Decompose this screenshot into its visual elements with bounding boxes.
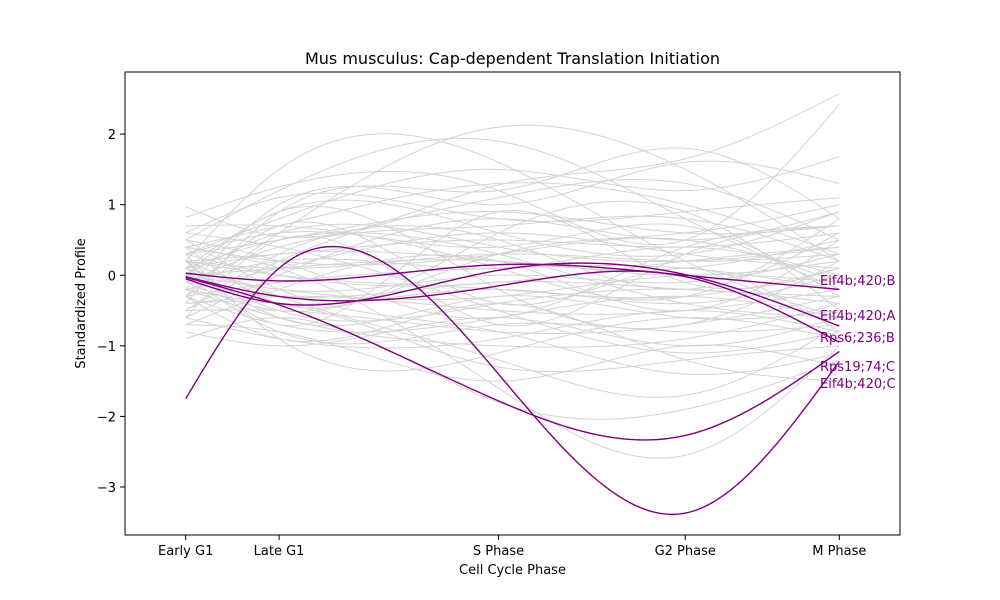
background-series-line <box>185 246 840 459</box>
background-series-line <box>185 147 840 304</box>
background-series-line <box>185 137 840 290</box>
y-tick-label: −1 <box>97 340 116 355</box>
y-tick-label: −3 <box>97 481 116 496</box>
series-label: Rps19;74;C <box>820 360 895 375</box>
background-series-line <box>185 267 840 322</box>
highlight-series-line <box>185 245 840 516</box>
background-series-line <box>185 288 840 348</box>
background-series-line <box>185 232 840 290</box>
background-series-line <box>185 192 840 234</box>
background-series-line <box>185 225 840 320</box>
background-series-line <box>185 232 840 319</box>
background-series-line <box>185 246 840 287</box>
background-series-line <box>185 288 840 315</box>
chart-title: Mus musculus: Cap-dependent Translation … <box>305 49 720 68</box>
background-series-line <box>185 179 840 311</box>
y-tick-label: 1 <box>108 199 116 214</box>
background-series-line <box>185 239 840 376</box>
highlight-series-line <box>185 263 840 291</box>
background-series-line <box>185 160 840 290</box>
x-tick-label: Late G1 <box>254 544 305 559</box>
x-axis-label: Cell Cycle Phase <box>459 563 566 578</box>
background-series-line <box>185 296 840 382</box>
series-label: Eif4b;420;B <box>820 274 895 289</box>
background-series-group <box>185 93 840 459</box>
background-series-line <box>185 156 840 255</box>
background-series-line <box>185 133 840 319</box>
y-tick-label: −2 <box>97 410 116 425</box>
background-series-line <box>185 260 840 299</box>
background-series-line <box>185 210 840 327</box>
background-series-line <box>185 237 840 283</box>
y-axis: −3 −2 −1 0 1 2 <box>97 128 125 496</box>
background-series-line <box>185 199 840 269</box>
background-series-line <box>185 260 840 398</box>
x-tick-label: Early G1 <box>158 544 213 559</box>
background-series-line <box>185 221 840 333</box>
highlight-series-group <box>185 245 840 516</box>
background-series-line <box>185 204 840 312</box>
background-series-line <box>185 274 840 345</box>
background-series-line <box>185 317 840 347</box>
x-axis: Early G1 Late G1 S Phase G2 Phase M Phase <box>158 535 866 559</box>
highlight-series-line <box>185 262 840 327</box>
background-series-line <box>185 218 840 301</box>
background-series-line <box>185 253 840 292</box>
background-series-line <box>185 223 840 276</box>
background-series-line <box>185 300 840 373</box>
background-series-line <box>185 200 840 311</box>
highlight-series-line <box>185 270 840 343</box>
background-series-line <box>185 259 840 276</box>
y-axis-label: Standardized Profile <box>74 238 89 368</box>
y-tick-label: 0 <box>108 269 116 284</box>
background-series-line <box>185 253 840 372</box>
background-series-line <box>185 324 840 382</box>
series-label: Eif4b;420;A <box>820 309 895 324</box>
background-series-line <box>185 205 840 330</box>
series-label: Eif4b;420;C <box>820 377 896 392</box>
highlight-series-line <box>185 276 840 441</box>
background-series-line <box>185 274 840 301</box>
background-series-line <box>185 211 840 319</box>
background-series-line <box>185 225 840 327</box>
x-tick-label: S Phase <box>473 544 524 559</box>
plot-frame <box>124 71 901 536</box>
series-labels: Eif4b;420;B Eif4b;420;A Rps6;236;B Rps19;74… <box>820 274 896 392</box>
background-series-line <box>185 223 840 297</box>
x-tick-label: G2 Phase <box>655 544 716 559</box>
y-tick-label: 2 <box>108 128 116 143</box>
series-label: Rps6;236;B <box>820 331 895 346</box>
x-tick-label: M Phase <box>812 544 866 559</box>
